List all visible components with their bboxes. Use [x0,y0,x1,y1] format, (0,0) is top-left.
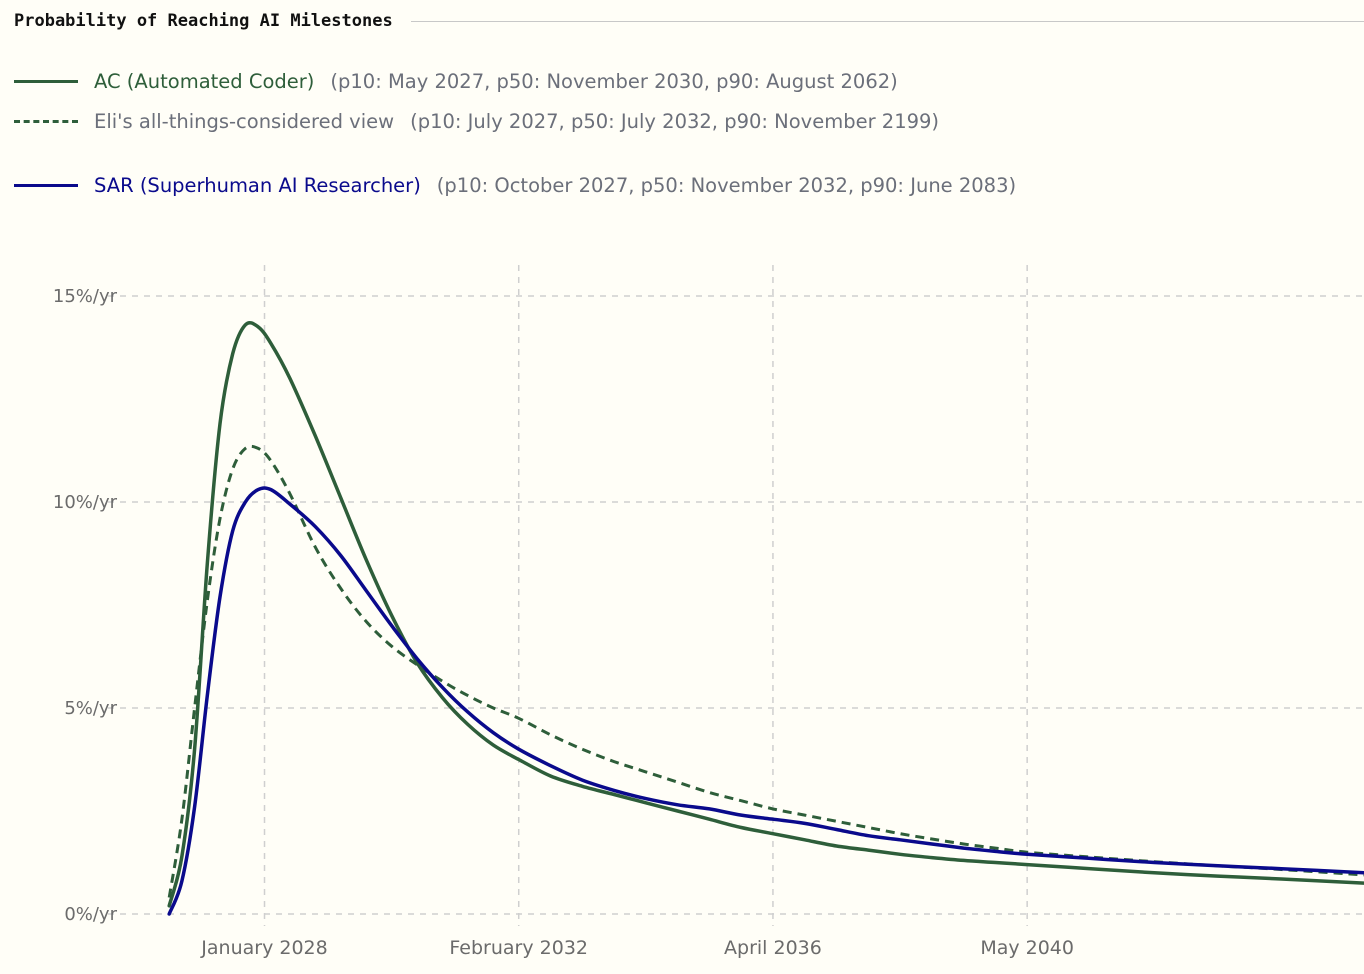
series-line-sar [167,486,1364,916]
legend-name-eli: Eli's all-things-considered view [94,110,395,133]
legend-swatch-eli [14,120,78,123]
chart-header: Probability of Reaching AI Milestones [14,8,1364,34]
y-tick-label: 10%/yr [53,492,118,513]
legend-name-sar: SAR (Superhuman AI Researcher) [94,174,421,197]
legend-item-sar[interactable]: SAR (Superhuman AI Researcher) (p10: Oct… [14,174,1016,197]
legend-stats-eli: (p10: July 2027, p50: July 2032, p90: No… [410,110,940,133]
header-divider [410,20,1364,22]
x-tick-label: April 2036 [724,937,822,959]
x-tick-label: January 2028 [200,937,327,959]
y-tick-label: 0%/yr [64,904,117,925]
legend-item-ac[interactable]: AC (Automated Coder) (p10: May 2027, p50… [14,70,898,93]
chart-title: Probability of Reaching AI Milestones [14,11,393,31]
y-tick-label: 5%/yr [64,698,117,719]
legend-stats-ac: (p10: May 2027, p50: November 2030, p90:… [330,70,898,93]
series-line-eli [167,444,1364,898]
legend-stats-sar: (p10: October 2027, p50: November 2032, … [436,174,1017,197]
x-tick-label: February 2032 [449,937,588,959]
legend-swatch-sar [14,184,78,187]
legend-name-ac: AC (Automated Coder) [94,70,315,93]
x-tick-label: May 2040 [980,937,1074,959]
series-line-ac [167,320,1364,908]
legend-swatch-ac [14,80,78,83]
y-tick-label: 15%/yr [53,286,118,307]
legend-item-eli[interactable]: Eli's all-things-considered view (p10: J… [14,110,939,133]
